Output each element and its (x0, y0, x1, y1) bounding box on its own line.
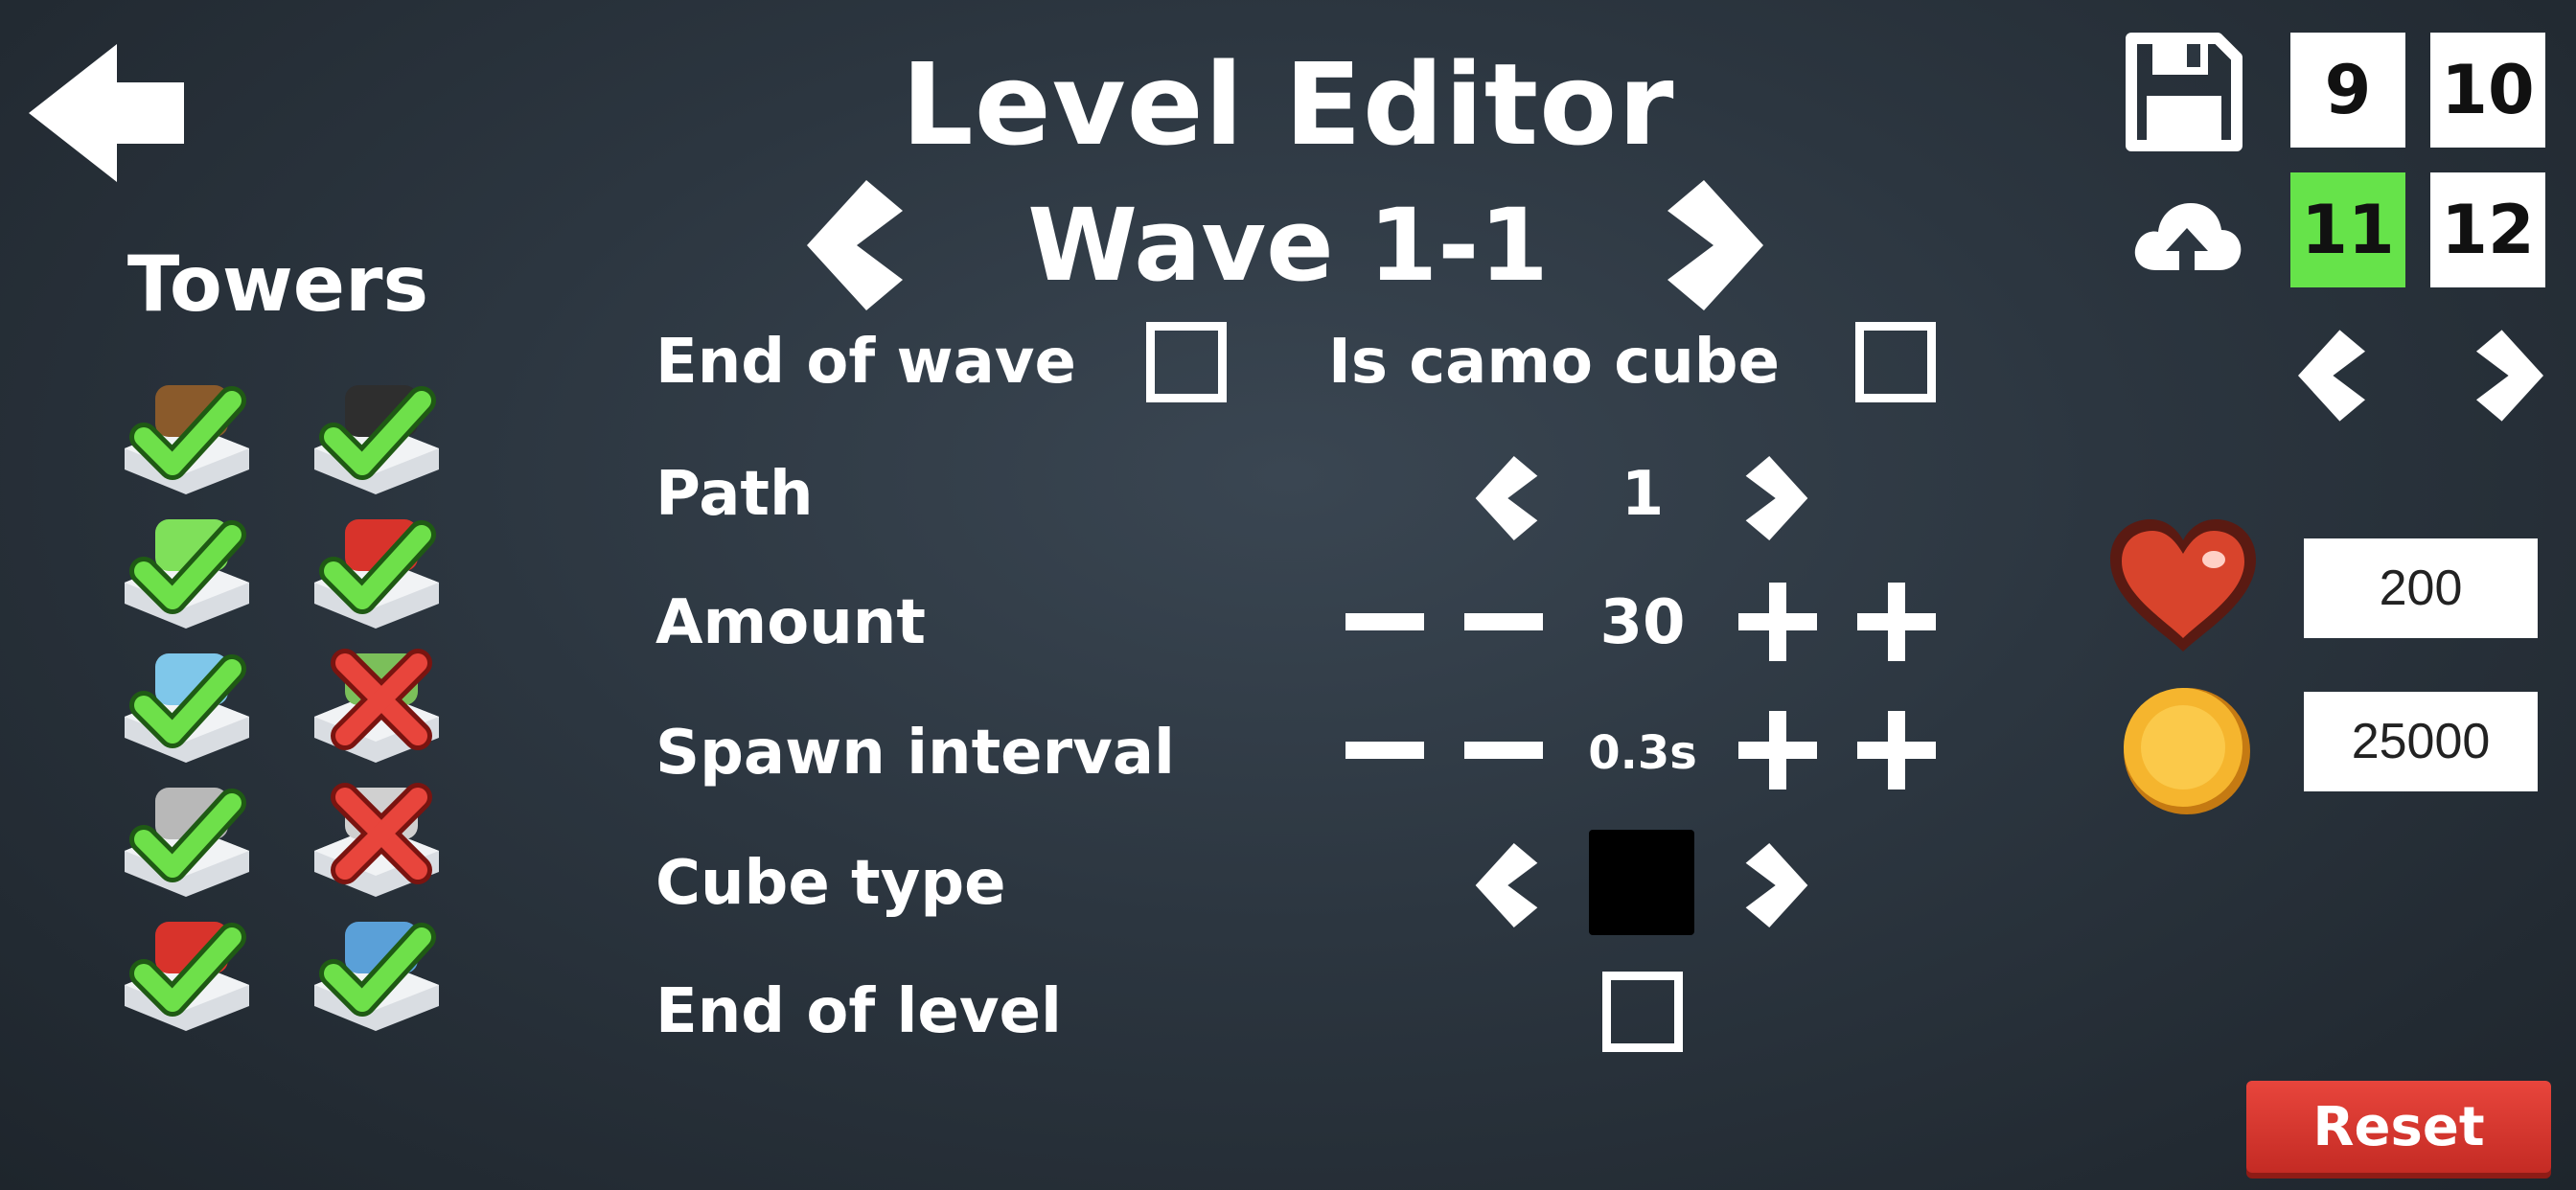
cloud-upload-button[interactable] (2131, 199, 2242, 272)
back-button[interactable] (29, 44, 184, 182)
end-of-wave-checkbox[interactable] (1146, 322, 1227, 402)
lives-input[interactable]: 200 (2304, 538, 2538, 638)
blue-laser-tower-icon[interactable] (105, 625, 268, 768)
level-button-10[interactable]: 10 (2430, 33, 2545, 148)
level-next-button[interactable] (2476, 326, 2543, 425)
heart-icon (2106, 517, 2260, 655)
red-drill-tower-icon[interactable] (295, 491, 458, 634)
chevron-right-icon (2476, 330, 2543, 422)
cube-type-prev-button[interactable] (1472, 843, 1541, 927)
wave-next-button[interactable] (1668, 180, 1763, 310)
level-button-11[interactable]: 11 (2290, 172, 2405, 287)
path-next-button[interactable] (1742, 456, 1811, 540)
chevron-left-icon (1475, 456, 1538, 540)
radar-tower-icon[interactable] (295, 759, 458, 903)
interval-increase-large-button[interactable] (1857, 711, 1936, 790)
amount-label: Amount (656, 587, 926, 658)
floppy-disk-icon (2126, 33, 2242, 151)
amount-value: 30 (1599, 587, 1686, 658)
amount-decrease-button[interactable] (1464, 613, 1543, 630)
dome-tower-icon[interactable] (295, 625, 458, 768)
cube-type-swatch (1589, 830, 1694, 935)
tesla-tower-icon[interactable] (295, 893, 458, 1037)
chevron-left-icon (2298, 330, 2365, 422)
wave-prev-button[interactable] (807, 180, 903, 310)
cloud-upload-icon (2134, 203, 2242, 270)
towers-heading: Towers (126, 240, 429, 329)
path-label: Path (656, 459, 814, 530)
path-value: 1 (1621, 459, 1665, 530)
chevron-right-icon (1745, 456, 1808, 540)
chevron-right-icon (1745, 843, 1808, 927)
interval-decrease-button[interactable] (1464, 742, 1543, 759)
trap-tower-icon[interactable] (105, 759, 268, 903)
end-of-level-label: End of level (656, 976, 1062, 1047)
coin-icon (2118, 682, 2252, 816)
amount-increase-button[interactable] (1738, 583, 1817, 661)
is-camo-cube-label: Is camo cube (1328, 327, 1780, 398)
page-title: Level Editor (901, 38, 1675, 171)
chevron-left-icon (807, 180, 903, 310)
amount-increase-large-button[interactable] (1857, 583, 1936, 661)
cube-type-label: Cube type (656, 848, 1006, 919)
save-button[interactable] (2126, 33, 2242, 151)
green-gun-tower-icon[interactable] (105, 491, 268, 634)
level-button-12[interactable]: 12 (2430, 172, 2545, 287)
end-of-level-checkbox[interactable] (1602, 972, 1683, 1052)
coins-input[interactable]: 25000 (2304, 692, 2538, 791)
amount-decrease-large-button[interactable] (1346, 613, 1424, 630)
spawn-interval-label: Spawn interval (656, 718, 1175, 789)
cannon-tower-icon[interactable] (295, 356, 458, 500)
level-button-9[interactable]: 9 (2290, 33, 2405, 148)
chevron-right-icon (1668, 180, 1763, 310)
back-arrow-icon (29, 44, 184, 182)
crossbow-tower-icon[interactable] (105, 356, 268, 500)
interval-increase-button[interactable] (1738, 711, 1817, 790)
chevron-left-icon (1475, 843, 1538, 927)
spawn-interval-value: 0.3s (1588, 726, 1697, 780)
path-prev-button[interactable] (1472, 456, 1541, 540)
rocket-tower-icon[interactable] (105, 893, 268, 1037)
is-camo-cube-checkbox[interactable] (1855, 322, 1936, 402)
level-prev-button[interactable] (2298, 326, 2365, 425)
interval-decrease-large-button[interactable] (1346, 742, 1424, 759)
end-of-wave-label: End of wave (656, 327, 1076, 398)
cube-type-next-button[interactable] (1742, 843, 1811, 927)
reset-button[interactable]: Reset (2246, 1081, 2551, 1173)
wave-label: Wave 1-1 (1027, 187, 1549, 304)
